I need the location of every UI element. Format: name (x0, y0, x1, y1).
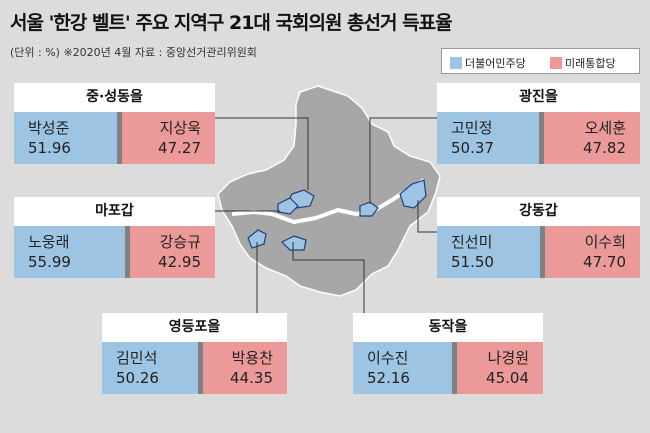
candidate-name-future-united: 나경원 (487, 349, 529, 367)
chart-subtitle: (단위 : %) ※2020년 4월 자료 : 중앙선거관리위원회 (10, 46, 257, 59)
legend: 더불어민주당 미래통합당 (441, 48, 640, 74)
vote-bar: 김민석 50.26 박용찬 44.35 (102, 342, 287, 394)
bar-future-united (544, 226, 640, 278)
legend-label-future-united: 미래통합당 (565, 57, 616, 70)
bar-democratic (437, 112, 539, 164)
bar-separator (116, 112, 122, 164)
bar-democratic (14, 112, 117, 164)
bar-separator (539, 226, 545, 278)
legend-swatch-future-united (550, 57, 562, 69)
candidate-value-democratic: 50.37 (451, 139, 494, 157)
bar-democratic (437, 226, 540, 278)
candidate-name-future-united: 강승규 (159, 233, 201, 251)
candidate-name-democratic: 박성준 (28, 119, 70, 137)
candidate-value-future-united: 47.70 (583, 253, 626, 271)
leader-jung-seongdong (215, 117, 309, 190)
candidate-value-future-united: 47.27 (158, 139, 201, 157)
bar-democratic (353, 342, 453, 394)
vote-bar: 이수진 52.16 나경원 45.04 (353, 342, 543, 394)
candidate-value-democratic: 50.26 (116, 369, 159, 387)
legend-label-democratic: 더불어민주당 (465, 57, 526, 70)
panel-dongjak: 동작을 이수진 52.16 나경원 45.04 (353, 313, 543, 394)
candidate-value-future-united: 42.95 (158, 253, 201, 271)
leader-gangdong (417, 200, 437, 233)
district-highlight-gwangjin (359, 201, 379, 217)
candidate-name-democratic: 노웅래 (28, 233, 70, 251)
legend-item-democratic: 더불어민주당 (450, 55, 526, 71)
han-river (231, 178, 425, 225)
candidate-name-democratic: 이수진 (367, 349, 409, 367)
panel-jung-seongdong: 중·성동을 박성준 51.96 지상욱 47.27 (14, 83, 215, 164)
bar-separator (538, 112, 544, 164)
panel-gangdong: 강동갑 진선미 51.50 이수희 47.70 (437, 197, 640, 278)
bar-future-united (202, 342, 287, 394)
bar-future-united (457, 342, 543, 394)
candidate-value-democratic: 55.99 (28, 253, 71, 271)
candidate-name-future-united: 오세훈 (584, 119, 626, 137)
district-title: 동작을 (353, 313, 543, 342)
candidate-value-future-united: 47.82 (583, 139, 626, 157)
vote-bar: 박성준 51.96 지상욱 47.27 (14, 112, 215, 164)
vote-bar: 고민정 50.37 오세훈 47.82 (437, 112, 640, 164)
bar-future-united (129, 226, 215, 278)
seoul-map-outline (217, 85, 441, 297)
legend-item-future-united: 미래통합당 (550, 55, 616, 71)
bar-separator (124, 226, 130, 278)
bar-democratic (14, 226, 125, 278)
panel-gwangjin: 광진을 고민정 50.37 오세훈 47.82 (437, 83, 640, 164)
chart-title: 서울 '한강 벨트' 주요 지역구 21대 국회의원 총선거 득표율 (10, 12, 453, 34)
panel-mapo: 마포갑 노웅래 55.99 강승규 42.95 (14, 197, 215, 278)
panel-yeongdeungpo: 영등포을 김민석 50.26 박용찬 44.35 (102, 313, 287, 394)
vote-bar: 진선미 51.50 이수희 47.70 (437, 226, 640, 278)
leader-gwangjin (369, 117, 437, 204)
district-title: 광진을 (437, 83, 640, 112)
vote-bar: 노웅래 55.99 강승규 42.95 (14, 226, 215, 278)
leader-dongjak (292, 242, 365, 313)
candidate-value-democratic: 51.96 (28, 139, 71, 157)
district-title: 강동갑 (437, 197, 640, 226)
candidate-value-future-united: 45.04 (486, 369, 529, 387)
bar-separator (197, 342, 203, 394)
district-highlight-gangdong (399, 179, 427, 209)
bar-future-united (121, 112, 215, 164)
district-title: 중·성동을 (14, 83, 215, 112)
candidate-name-future-united: 이수희 (584, 233, 626, 251)
candidate-name-democratic: 김민석 (116, 349, 158, 367)
bar-future-united (543, 112, 640, 164)
legend-swatch-democratic (450, 57, 462, 69)
bar-democratic (102, 342, 198, 394)
district-title: 영등포을 (102, 313, 287, 342)
candidate-name-democratic: 진선미 (451, 233, 493, 251)
candidate-name-democratic: 고민정 (451, 119, 493, 137)
candidate-name-future-united: 지상욱 (159, 119, 201, 137)
candidate-value-future-united: 44.35 (230, 369, 273, 387)
bar-separator (452, 342, 458, 394)
candidate-name-future-united: 박용찬 (231, 349, 273, 367)
district-highlight-dongjak (280, 235, 307, 251)
candidate-value-democratic: 51.50 (451, 253, 494, 271)
candidate-value-democratic: 52.16 (367, 369, 410, 387)
district-highlight-yeongdeungpo (247, 229, 267, 249)
district-title: 마포갑 (14, 197, 215, 226)
